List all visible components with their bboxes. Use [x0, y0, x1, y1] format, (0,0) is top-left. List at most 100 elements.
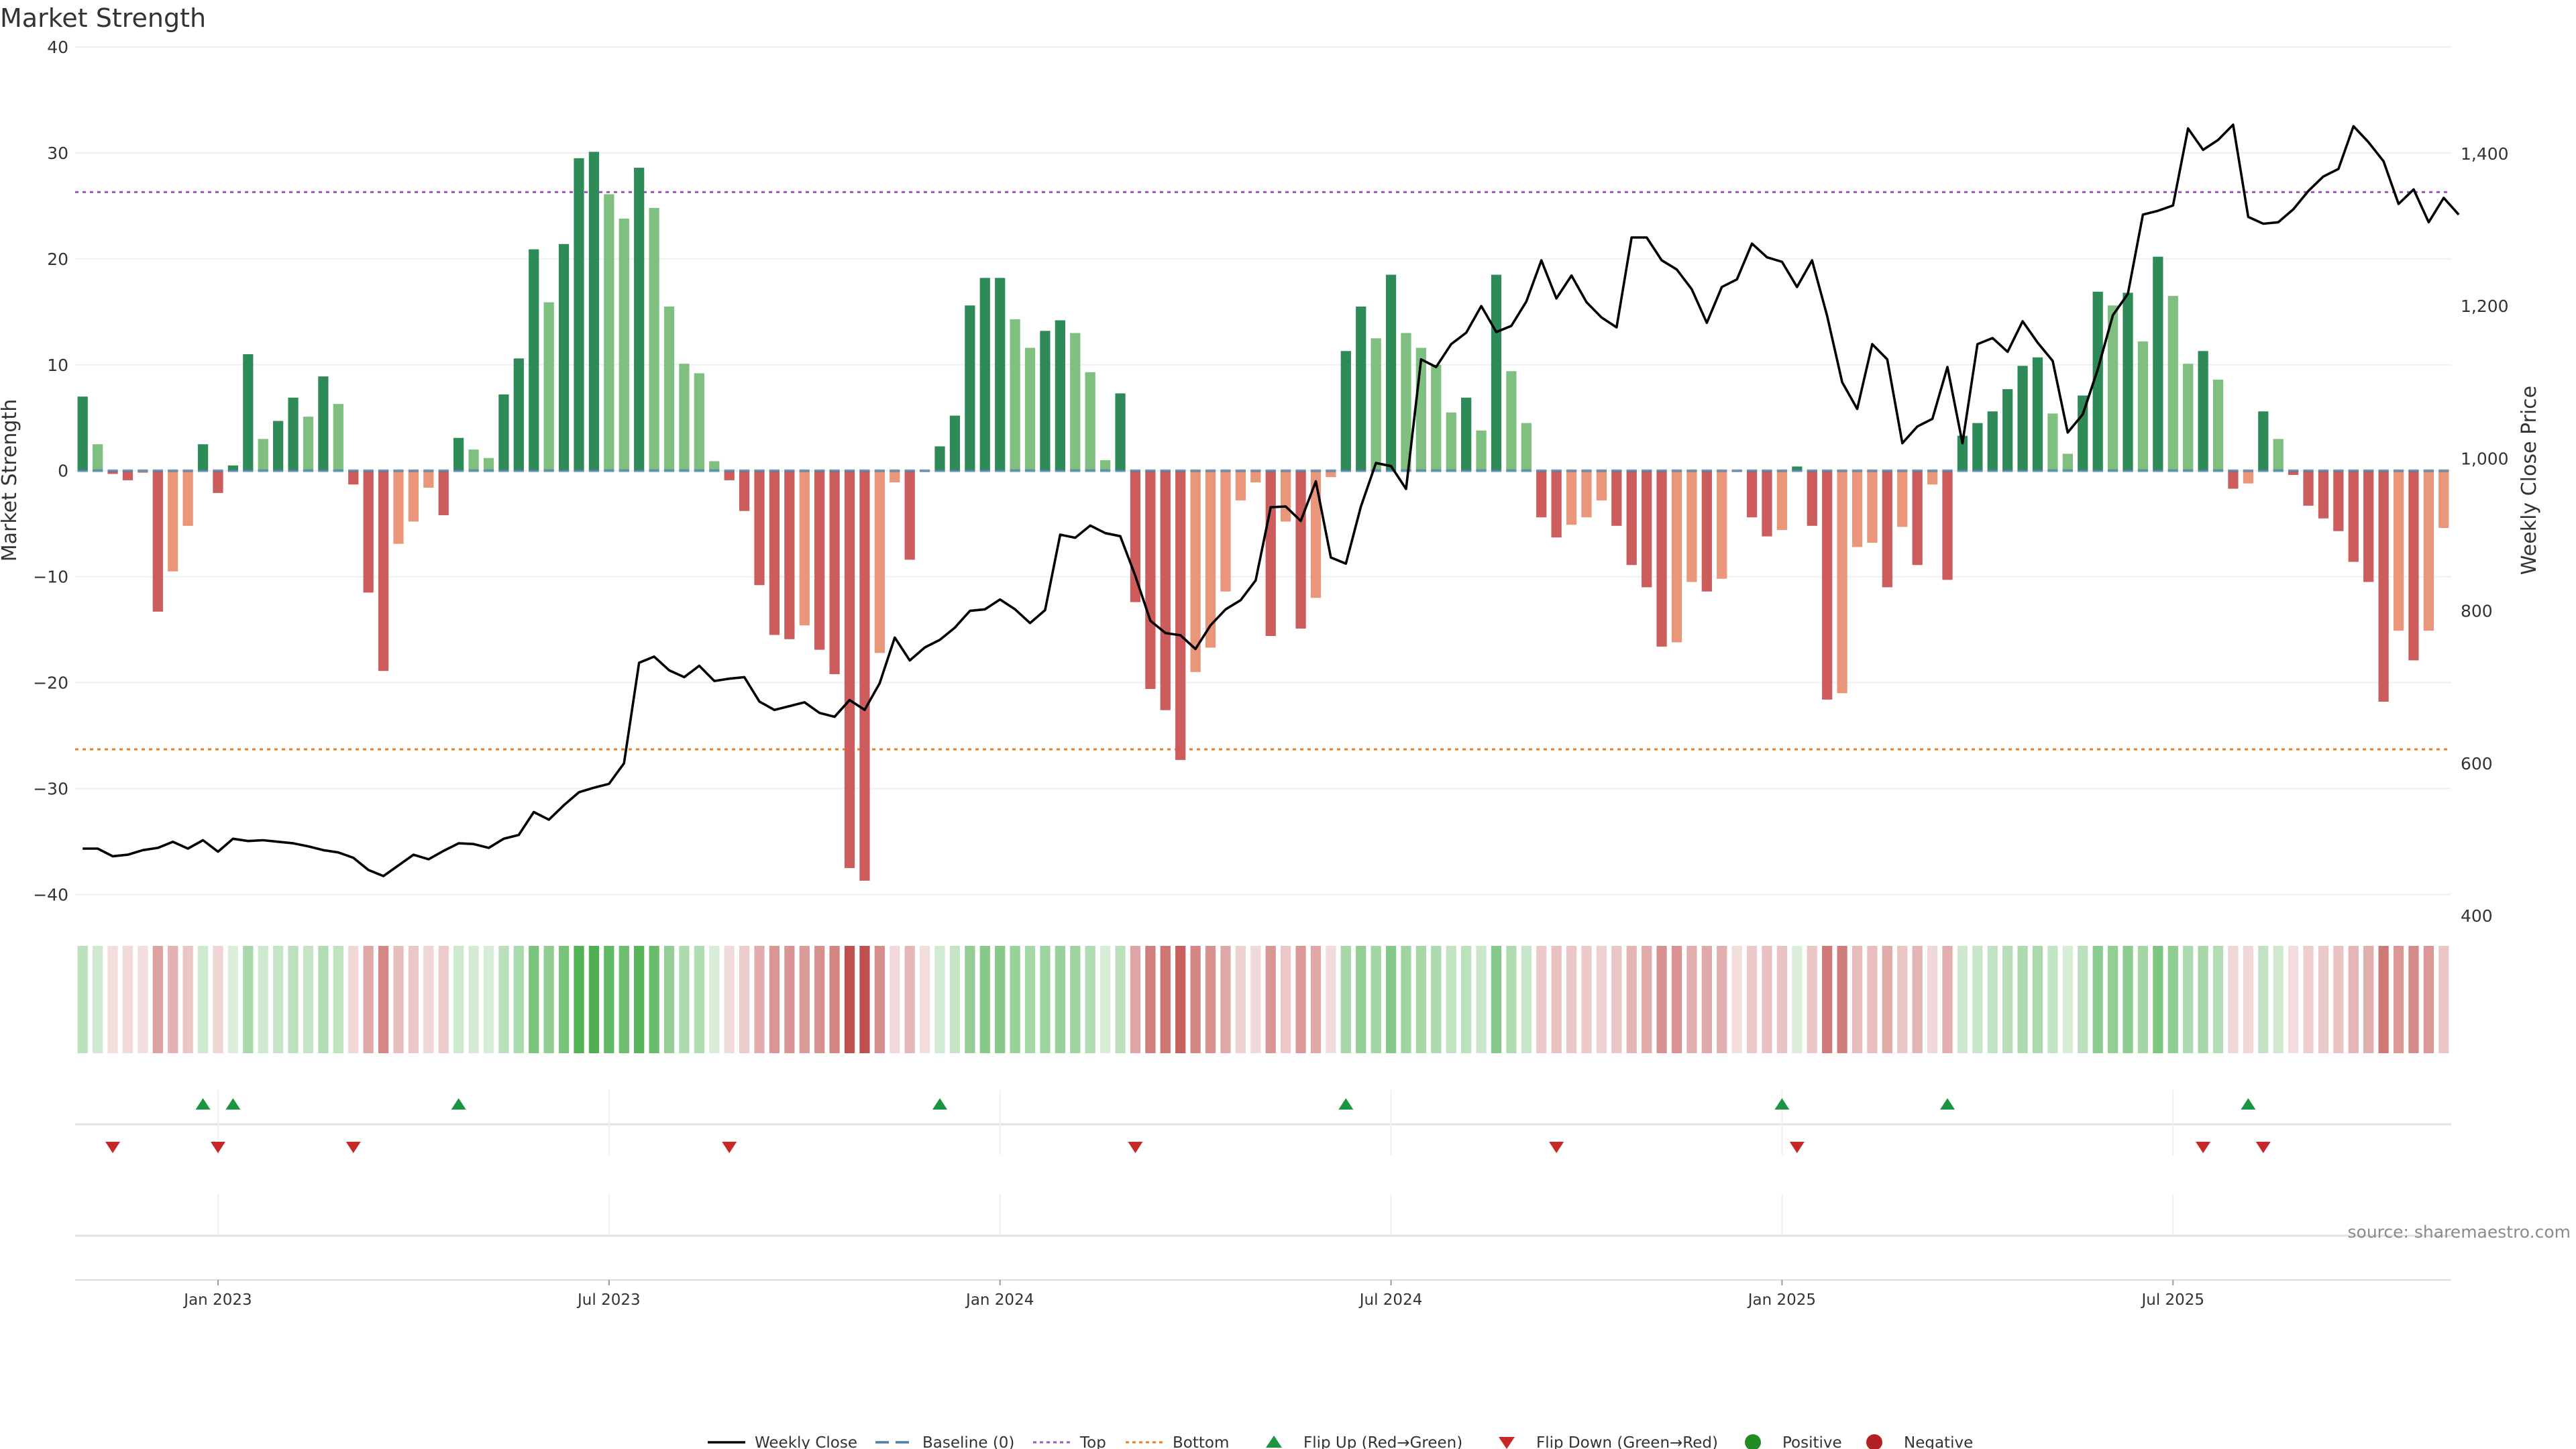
- heatmap-cell: [1190, 946, 1201, 1053]
- strength-bar: [93, 444, 103, 471]
- strength-bar: [1040, 331, 1051, 471]
- baseline-segment: [2078, 469, 2088, 472]
- heatmap-cell: [1401, 946, 1411, 1053]
- baseline-segment: [197, 469, 209, 472]
- heatmap-cell: [2303, 946, 2314, 1053]
- heatmap-cell: [378, 946, 389, 1053]
- baseline-segment: [1040, 469, 1051, 472]
- heatmap-cell: [77, 946, 88, 1053]
- strength-bar: [754, 470, 765, 586]
- strength-bar: [498, 394, 509, 471]
- heatmap-cell: [1205, 946, 1216, 1053]
- strength-bar: [1671, 470, 1682, 643]
- heatmap-cell: [1581, 946, 1592, 1053]
- strength-bar: [934, 446, 945, 471]
- baseline-segment: [663, 469, 675, 472]
- baseline-segment: [1792, 469, 1803, 472]
- heatmap-cell: [168, 946, 178, 1053]
- strength-bar: [1235, 470, 1246, 500]
- heatmap-cell: [1235, 946, 1246, 1053]
- strength-bar: [197, 444, 209, 471]
- baseline-segment: [1371, 469, 1381, 472]
- heatmap-cell: [423, 946, 434, 1053]
- baseline-segment: [1160, 469, 1171, 472]
- source-note: source: sharemaestro.com: [2348, 1222, 2571, 1242]
- heatmap-cell: [724, 946, 735, 1053]
- baseline-segment: [273, 469, 284, 472]
- strength-bar: [1371, 338, 1381, 471]
- weekly-close-series: [83, 123, 2460, 877]
- chart-title: Market Strength: [0, 3, 206, 33]
- baseline-segment: [1551, 469, 1562, 472]
- baseline-segment: [453, 469, 464, 472]
- baseline-segment: [1024, 469, 1036, 472]
- legend-item: Top: [1033, 1434, 1106, 1449]
- heatmap-cell: [498, 946, 509, 1053]
- strength-bar: [1867, 470, 1878, 543]
- heatmap-cell: [979, 946, 990, 1053]
- heatmap-cell: [393, 946, 404, 1053]
- legend-swatch: [1866, 1434, 1882, 1449]
- heatmap-cell: [1371, 946, 1381, 1053]
- heatmap-cell: [1431, 946, 1442, 1053]
- baseline-segment: [2423, 469, 2434, 472]
- strength-bar: [168, 470, 178, 572]
- heatmap-cell: [1295, 946, 1306, 1053]
- baseline-segment: [890, 469, 900, 472]
- baseline-segment: [1686, 469, 1697, 472]
- strength-bar: [213, 470, 223, 493]
- strength-bar: [1010, 319, 1020, 471]
- strength-bar: [1461, 397, 1472, 471]
- heatmap-cell: [619, 946, 629, 1053]
- strength-bar: [1807, 470, 1817, 526]
- baseline-segment: [1431, 469, 1442, 472]
- heatmap-cell: [965, 946, 975, 1053]
- strength-bar: [1310, 470, 1322, 598]
- baseline-segment: [995, 469, 1006, 472]
- baseline-segment: [588, 469, 600, 472]
- strength-bar: [1701, 470, 1712, 592]
- strength-bar: [1551, 470, 1562, 538]
- strength-bar: [2438, 470, 2449, 528]
- baseline-segment: [1536, 469, 1547, 472]
- heatmap-cell: [1551, 946, 1562, 1053]
- baseline-segment: [213, 469, 223, 472]
- heatmap-cell: [1265, 946, 1276, 1053]
- strength-bar: [303, 417, 314, 471]
- strength-bar: [1656, 470, 1667, 647]
- heatmap-cell: [1851, 946, 1863, 1053]
- strength-bar: [874, 470, 885, 653]
- heatmap-cell: [2017, 946, 2028, 1053]
- strength-bar: [694, 373, 704, 471]
- strength-bar: [1401, 333, 1411, 471]
- heatmap-cell: [227, 946, 239, 1053]
- strength-bar: [649, 208, 659, 471]
- strength-bar: [1491, 274, 1502, 471]
- baseline-segment: [348, 469, 359, 472]
- baseline-segment: [1491, 469, 1502, 472]
- baseline-segment: [1446, 469, 1456, 472]
- strength-bar: [2273, 439, 2284, 471]
- heatmap-cell: [1055, 946, 1065, 1053]
- legend-label: Negative: [1904, 1434, 1973, 1449]
- baseline-segment: [1145, 469, 1156, 472]
- baseline-segment: [2243, 469, 2253, 472]
- heatmap-cell: [2198, 946, 2208, 1053]
- flip-up-marker: [932, 1098, 948, 1110]
- y2-tick-label: 1,400: [2461, 144, 2509, 164]
- strength-bar: [468, 449, 479, 471]
- legend-label: Weekly Close: [755, 1434, 857, 1449]
- baseline-segment: [2002, 469, 2013, 472]
- heatmap-cell: [904, 946, 915, 1053]
- flip-down-marker: [345, 1142, 361, 1153]
- heatmap-cell: [1822, 946, 1833, 1053]
- heatmap-cell: [93, 946, 103, 1053]
- heatmap-cell: [1807, 946, 1817, 1053]
- baseline-segment: [1476, 469, 1487, 472]
- strength-bar: [1611, 470, 1622, 526]
- strength-bar: [949, 415, 961, 471]
- strength-bar: [1972, 423, 1983, 471]
- strength-bar: [2167, 296, 2178, 471]
- strength-bar: [1776, 470, 1788, 531]
- strength-heatmap-strip: [77, 946, 2449, 1053]
